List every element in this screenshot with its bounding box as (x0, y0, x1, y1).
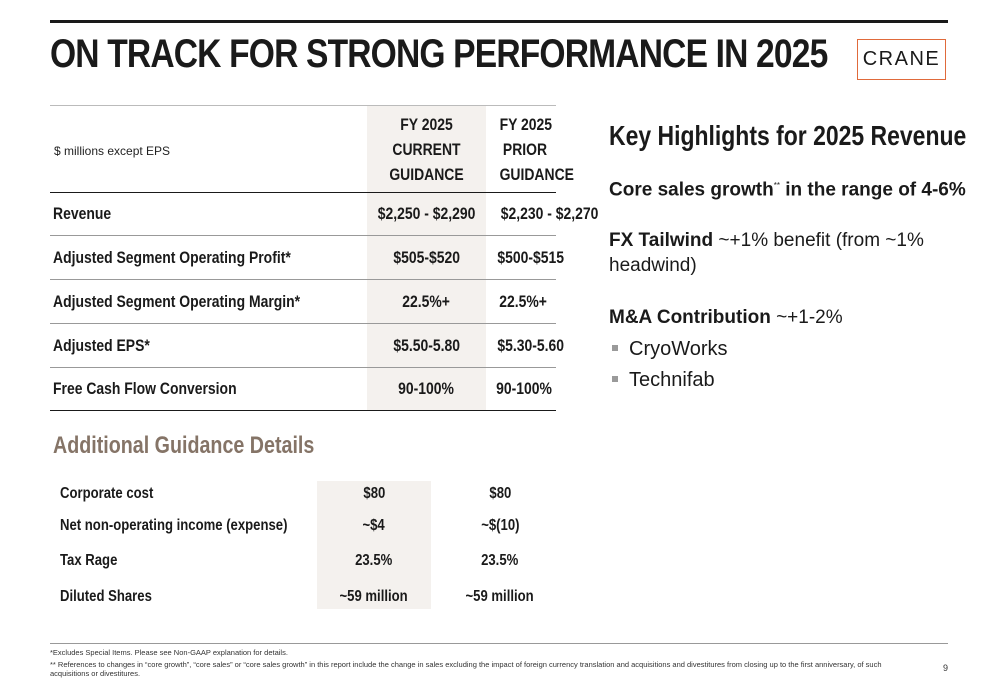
footnote-1: *Excludes Special Items. Please see Non-… (50, 648, 288, 657)
prior-value: 90-100% (496, 379, 552, 398)
row-label: Adjusted EPS* (53, 336, 150, 355)
table-row: Adjusted Segment Operating Margin* 22.5%… (50, 280, 556, 324)
fx-tailwind-text: FX Tailwind ~+1% benefit (from ~1% headwi… (609, 230, 924, 276)
current-value: 90-100% (398, 379, 455, 398)
bullet-cryoworks: CryoWorks (612, 338, 728, 361)
prior-value: $80 (489, 485, 511, 502)
prior-value: $2,230 - $2,270 (500, 204, 599, 223)
row-label: Net non-operating income (expense) (60, 517, 288, 534)
page-title: ON TRACK FOR STRONG PERFORMANCE IN 2025 (50, 32, 828, 76)
page-number: 9 (943, 663, 949, 673)
row-label: Diluted Shares (60, 588, 152, 605)
prior-value: ~$(10) (480, 517, 520, 534)
units-label: $ millions except EPS (54, 144, 171, 158)
additional-row: Net non-operating income (expense) ~$4 ~… (60, 513, 550, 543)
additional-row: Tax Rage 23.5% 23.5% (60, 548, 550, 578)
table-row: Free Cash Flow Conversion 90-100% 90-100… (50, 367, 556, 411)
current-value: 23.5% (355, 552, 393, 569)
current-value: ~59 million (339, 588, 409, 605)
table-row: Adjusted Segment Operating Profit* $505-… (50, 236, 564, 280)
current-value: 22.5%+ (402, 292, 451, 311)
additional-row: Corporate cost $80 $80 (60, 481, 550, 511)
header-current-guidance: FY 2025 CURRENT GUIDANCE (389, 115, 464, 184)
header-prior-guidance: FY 2025 PRIOR GUIDANCE (499, 115, 574, 184)
additional-row: Diluted Shares ~59 million ~59 million (60, 584, 550, 614)
footer-rule (50, 643, 948, 644)
current-value: $80 (363, 485, 385, 502)
core-growth-text: Core sales growth** in the range of 4-6% (609, 179, 966, 201)
highlights-title: Key Highlights for 2025 Revenue (609, 120, 967, 151)
current-value: ~$4 (362, 517, 386, 534)
table-row: Revenue $2,250 - $2,290 $2,230 - $2,270 (50, 192, 598, 236)
current-guidance-shade (367, 105, 486, 410)
top-rule (50, 20, 948, 23)
table-header: $ millions except EPS FY 2025 CURRENT GU… (50, 105, 574, 193)
current-value: $5.50-5.80 (393, 336, 460, 355)
prior-value: ~59 million (465, 588, 535, 605)
prior-value: 22.5%+ (499, 292, 547, 311)
prior-value: $500-$515 (497, 248, 564, 267)
prior-value: 23.5% (481, 552, 519, 569)
row-label: Free Cash Flow Conversion (53, 379, 237, 398)
footnote-2: ** References to changes in “core growth… (50, 660, 882, 678)
additional-guidance-title: Additional Guidance Details (53, 432, 315, 459)
row-label: Adjusted Segment Operating Profit* (53, 248, 291, 267)
row-label: Tax Rage (60, 552, 118, 569)
additional-current-shade (317, 481, 431, 609)
prior-value: $5.30-5.60 (497, 336, 564, 355)
ma-contribution-text: M&A Contribution ~+1-2% (609, 307, 843, 328)
row-label: Corporate cost (60, 485, 154, 502)
current-value: $505-$520 (393, 248, 460, 267)
current-value: $2,250 - $2,290 (377, 204, 476, 223)
bullet-square-icon (612, 375, 618, 382)
bullet-square-icon (612, 344, 618, 351)
table-row: Adjusted EPS* $5.50-5.80 $5.30-5.60 (50, 324, 564, 368)
bullet-technifab: Technifab (612, 369, 715, 392)
row-label: Revenue (53, 204, 112, 223)
crane-logo: CRANE (857, 39, 946, 80)
row-label: Adjusted Segment Operating Margin* (53, 292, 301, 311)
